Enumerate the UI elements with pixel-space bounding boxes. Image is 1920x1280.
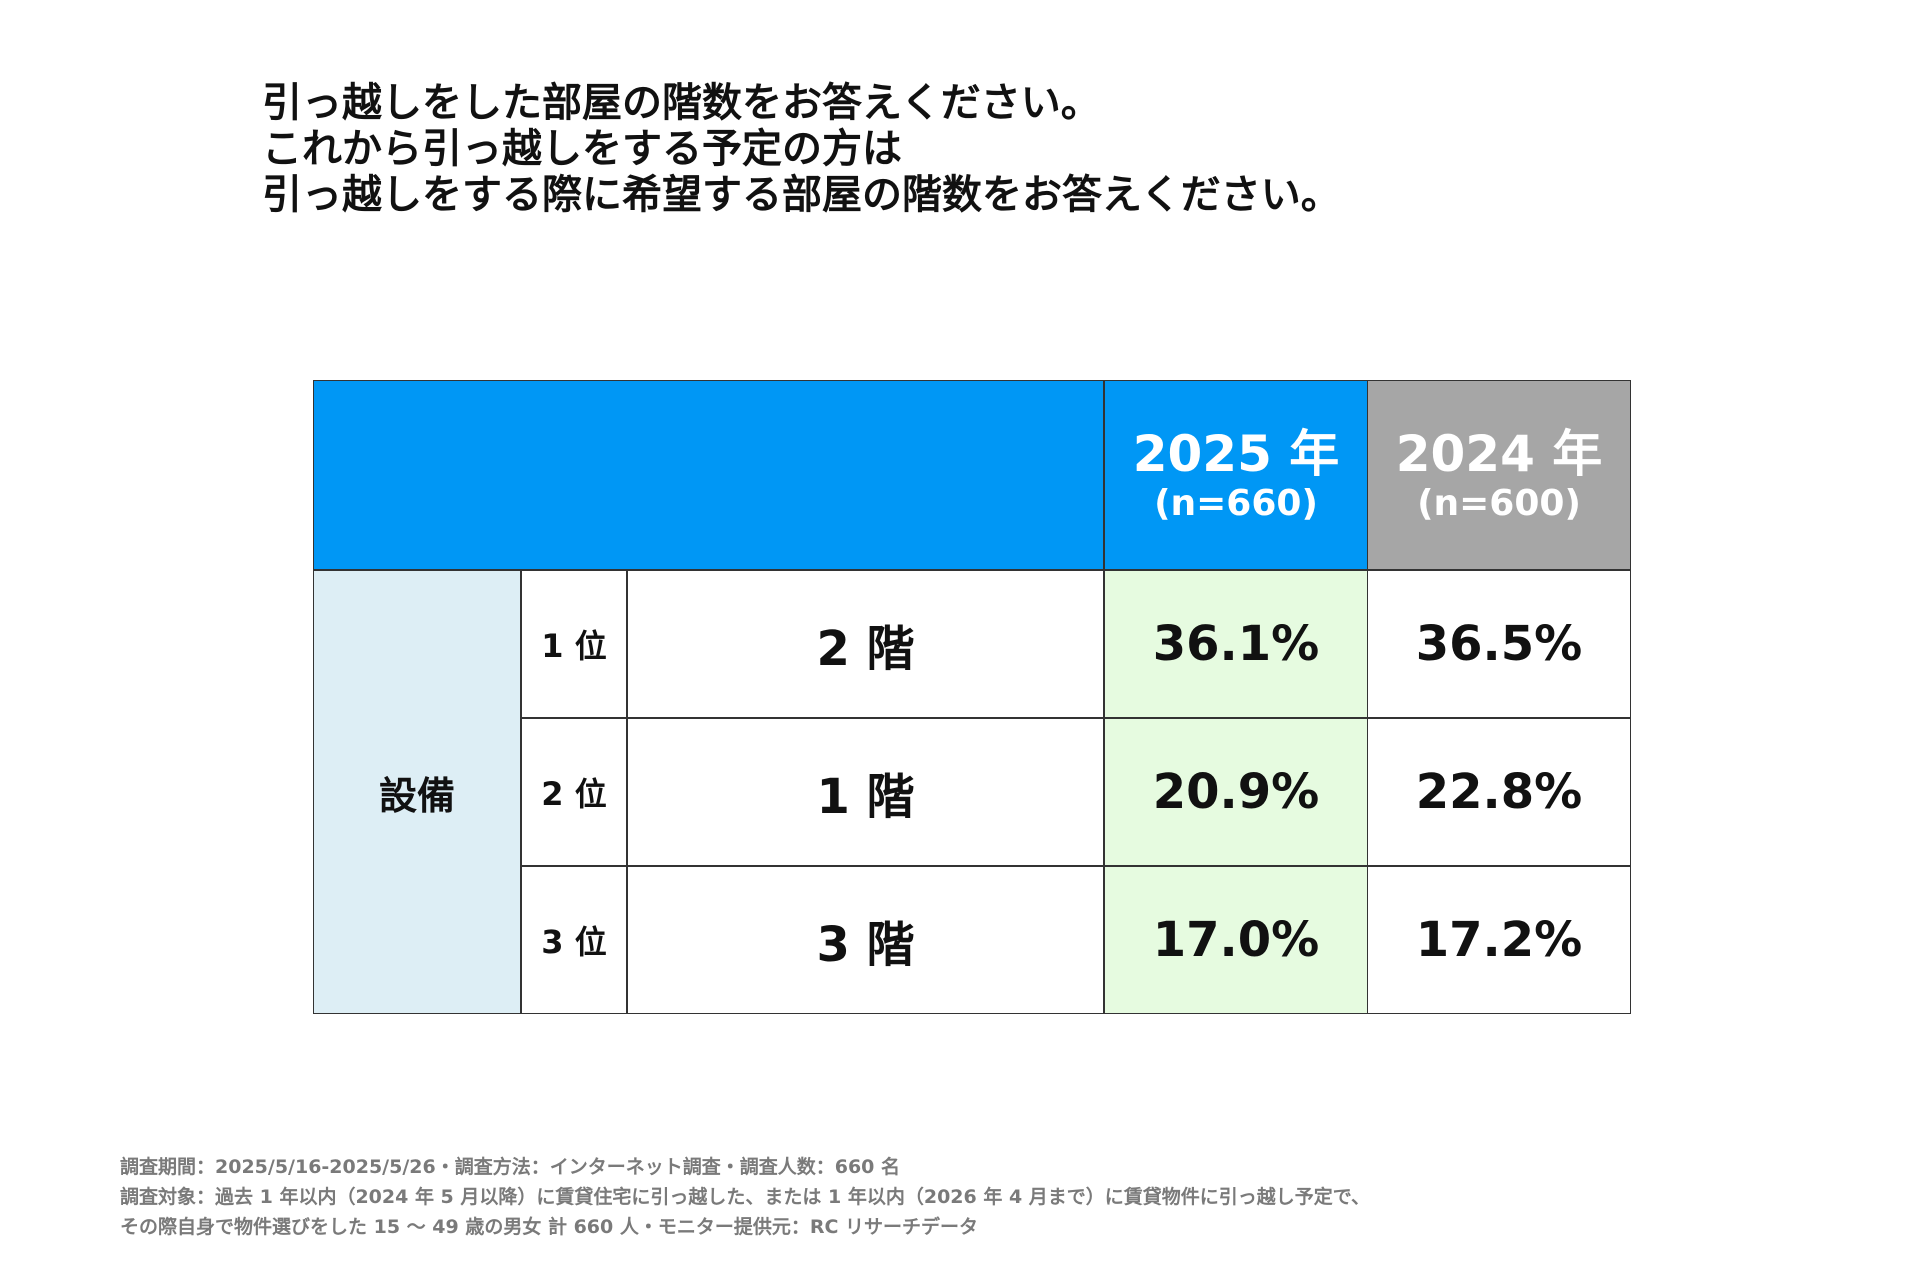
value-2024-row-2: 22.8%: [1367, 718, 1631, 866]
column-header-2024: 2024 年 (n=600): [1367, 380, 1631, 570]
ranking-table: 2025 年 (n=660) 2024 年 (n=600) 設備 1 位 2 階…: [313, 380, 1631, 1014]
item-cell-2: 1 階: [627, 718, 1104, 866]
footnote-line-3: その際自身で物件選びをした 15 ～ 49 歳の男女 計 660 人・モニター提…: [120, 1216, 979, 1238]
value-2024-row-3: 17.2%: [1367, 866, 1631, 1014]
footnote-line-1: 調査期間：2025/5/16-2025/5/26・調査方法：インターネット調査・…: [120, 1156, 901, 1178]
column-year-2024: 2024 年: [1395, 425, 1603, 483]
column-year-2025: 2025 年: [1132, 425, 1340, 483]
title-line-1: 引っ越しをした部屋の階数をお答えください。: [262, 80, 1101, 126]
footnote-line-2: 調査対象：過去 1 年以内（2024 年 5 月以降）に賃貸住宅に引っ越した、ま…: [120, 1186, 1371, 1208]
rank-cell-2: 2 位: [521, 718, 627, 866]
value-2025-row-3: 17.0%: [1104, 866, 1368, 1014]
header-blank-cell: [313, 380, 1104, 570]
group-label-cell: 設備: [313, 570, 521, 1014]
survey-footnote: 調査期間：2025/5/16-2025/5/26・調査方法：インターネット調査・…: [120, 1152, 1820, 1242]
page-title: 引っ越しをした部屋の階数をお答えください。 これから引っ越しをする予定の方は 引…: [262, 80, 1762, 218]
column-sample-2025: (n=660): [1154, 483, 1318, 524]
value-2025-row-1: 36.1%: [1104, 570, 1368, 718]
rank-cell-1: 1 位: [521, 570, 627, 718]
column-header-2025: 2025 年 (n=660): [1104, 380, 1368, 570]
rank-cell-3: 3 位: [521, 866, 627, 1014]
title-line-3: 引っ越しをする際に希望する部屋の階数をお答えください。: [262, 172, 1341, 218]
value-2025-row-2: 20.9%: [1104, 718, 1368, 866]
value-2024-row-1: 36.5%: [1367, 570, 1631, 718]
item-cell-1: 2 階: [627, 570, 1104, 718]
column-sample-2024: (n=600): [1417, 483, 1581, 524]
item-cell-3: 3 階: [627, 866, 1104, 1014]
title-line-2: これから引っ越しをする予定の方は: [262, 126, 902, 172]
